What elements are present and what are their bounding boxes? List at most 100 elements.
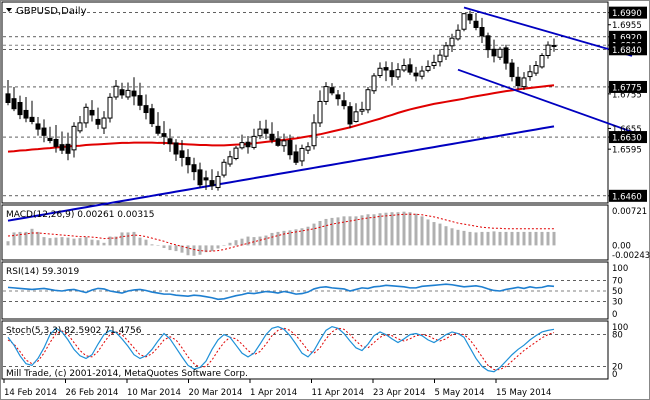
candle	[521, 72, 527, 91]
macd-bar	[312, 223, 316, 246]
macd-bar	[30, 228, 34, 246]
symbol-header[interactable]: GBPUSD,Daily	[6, 6, 87, 17]
price-tick-label: 1.6755	[612, 90, 642, 100]
candle	[233, 146, 239, 161]
candle	[71, 122, 77, 158]
macd-bar	[102, 242, 106, 246]
candle	[341, 92, 347, 110]
candle	[137, 82, 143, 111]
macd-bar	[54, 237, 58, 246]
macd-bar	[534, 231, 538, 246]
candle	[155, 112, 161, 136]
candle	[545, 41, 551, 59]
price-axis: 1.69901.69551.69201.68961.68401.67751.67…	[608, 6, 650, 380]
candle	[413, 66, 419, 82]
candle	[275, 131, 281, 147]
candle	[449, 33, 455, 53]
macd-bar	[258, 236, 262, 246]
rsi-tick-label: 70	[612, 277, 623, 287]
candle	[83, 103, 89, 128]
candle	[179, 140, 185, 167]
macd-bar	[126, 232, 130, 246]
candle	[161, 121, 167, 146]
macd-bar	[432, 222, 436, 246]
price-tag	[609, 189, 647, 202]
candle	[455, 24, 461, 41]
candle	[377, 62, 383, 78]
candle	[473, 12, 479, 31]
candle	[323, 82, 329, 105]
candle	[29, 100, 35, 125]
candle	[335, 90, 341, 106]
channel-lower-line	[457, 68, 633, 133]
stoch-label: Stoch(5,3,3) 82.5902 71.4756	[6, 326, 142, 336]
macd-bar	[6, 241, 10, 246]
rsi-label: RSI(14) 59.3019	[6, 267, 79, 277]
macd-bar	[528, 231, 532, 246]
candle	[551, 38, 557, 52]
candle	[485, 32, 491, 58]
macd-bar	[420, 216, 424, 246]
candle	[305, 142, 311, 154]
candle	[35, 117, 41, 136]
stoch-tick-label: 80	[612, 331, 623, 341]
macd-bar	[438, 223, 442, 246]
rsi-tick-label: 0	[612, 310, 617, 320]
macd-bar	[462, 230, 466, 246]
macd-tick-label: 0.00721	[612, 207, 647, 217]
price-tag	[609, 80, 647, 93]
stoch-signal-line	[7, 327, 555, 371]
price-tick-label: 1.6840	[612, 46, 642, 56]
candle	[509, 58, 515, 82]
candle	[479, 17, 485, 44]
macd-panel	[1, 204, 609, 261]
macd-signal-line	[7, 213, 554, 252]
macd-bar	[150, 244, 154, 246]
candle	[491, 39, 497, 63]
candle	[23, 96, 29, 123]
time-axis: 14 Feb 2014 26 Feb 2014 10 Mar 2014 20 Mar …	[3, 379, 551, 398]
macd-bar	[24, 231, 28, 246]
candle	[227, 150, 233, 167]
macd-bar	[198, 245, 202, 255]
macd-bar	[522, 231, 526, 246]
candle	[17, 95, 23, 120]
macd-bar	[186, 245, 190, 256]
stoch-main-line	[7, 326, 555, 373]
rsi-plot	[3, 280, 608, 302]
candle	[527, 65, 533, 81]
macd-bar	[240, 238, 244, 246]
macd-bar	[132, 231, 136, 246]
macd-bar	[408, 212, 412, 246]
macd-bar	[498, 231, 502, 246]
candle	[503, 44, 509, 70]
macd-bar	[384, 212, 388, 246]
macd-bar	[246, 236, 250, 246]
macd-bar	[354, 216, 358, 246]
candle	[419, 65, 425, 80]
macd-bar	[330, 217, 334, 246]
macd-bar	[342, 216, 346, 246]
candle	[239, 134, 245, 150]
macd-bar	[456, 229, 460, 246]
price-tick-label: 1.6655	[612, 125, 642, 135]
time-tick-label: 10 Mar 2014	[127, 388, 181, 398]
candle	[401, 58, 407, 73]
macd-bar	[156, 245, 160, 246]
dropdown-triangle-icon[interactable]	[6, 8, 12, 12]
candle	[263, 119, 269, 140]
candle	[281, 133, 287, 152]
macd-bar	[264, 235, 268, 246]
candle	[467, 10, 473, 25]
candle	[425, 60, 431, 73]
price-plot	[5, 6, 633, 222]
candle	[167, 128, 173, 152]
candle	[95, 107, 101, 130]
macd-bar	[210, 245, 214, 252]
macd-bar	[162, 245, 166, 248]
price-tick-label: 1.6460	[612, 192, 642, 202]
price-tick-label: 1.6920	[612, 33, 642, 43]
candle	[461, 13, 467, 32]
candle	[173, 139, 179, 161]
candle	[197, 162, 203, 188]
